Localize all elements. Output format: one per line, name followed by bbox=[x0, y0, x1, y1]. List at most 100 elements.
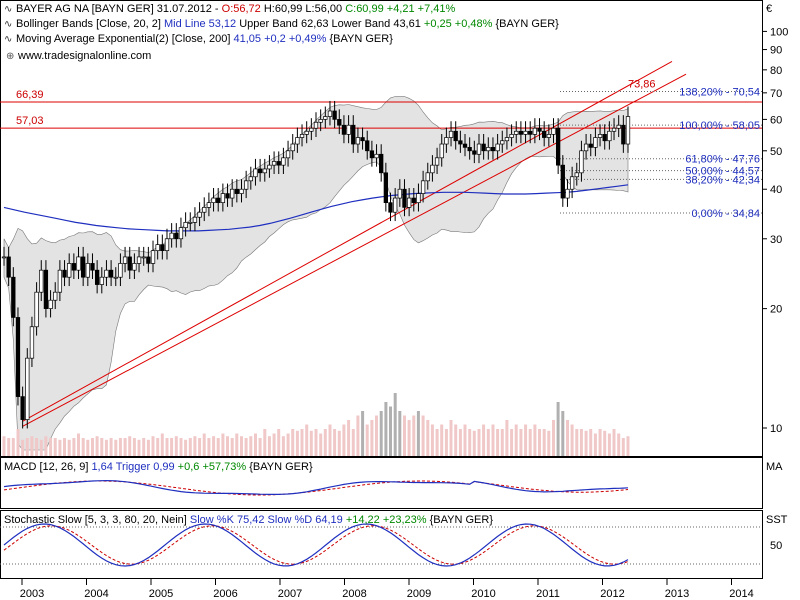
candle-body bbox=[537, 127, 542, 132]
candle-body bbox=[183, 222, 188, 229]
y-tick-label: 20 bbox=[770, 304, 782, 316]
stoch-legend: Stochastic Slow [5, 3, 3, 80, 20, Nein] … bbox=[4, 513, 493, 527]
volume-bar bbox=[16, 429, 20, 456]
candle-body bbox=[225, 193, 230, 199]
volume-bar bbox=[370, 420, 374, 456]
candle-body bbox=[523, 130, 528, 135]
candle-body bbox=[569, 176, 575, 190]
candle-body bbox=[262, 168, 267, 174]
candle-body bbox=[53, 291, 58, 301]
candle bbox=[411, 188, 416, 212]
candle bbox=[122, 246, 128, 273]
candle bbox=[546, 124, 551, 147]
macd-line bbox=[3, 479, 629, 495]
candle bbox=[299, 124, 305, 147]
candle bbox=[374, 144, 379, 167]
candle bbox=[574, 162, 579, 186]
volume-bar bbox=[104, 439, 108, 456]
volume-bar bbox=[91, 438, 94, 456]
candle-body bbox=[332, 110, 337, 120]
candle-body bbox=[94, 269, 100, 285]
volume-bar bbox=[2, 436, 6, 456]
ema-tail: {BAYN GER} bbox=[326, 33, 393, 45]
volume-bar bbox=[440, 424, 444, 456]
volume-bar bbox=[188, 438, 192, 456]
candle bbox=[262, 158, 267, 182]
volume-bar bbox=[505, 420, 509, 456]
candle-body bbox=[25, 357, 30, 420]
candle-body bbox=[360, 137, 365, 142]
volume-bar bbox=[463, 424, 467, 456]
candle-body bbox=[67, 263, 72, 278]
volume-bar bbox=[361, 411, 365, 456]
y-tick-label: 50 bbox=[770, 146, 782, 158]
volume-bar bbox=[165, 438, 169, 456]
volume-bar bbox=[184, 439, 188, 456]
candle bbox=[216, 188, 221, 212]
macd-trigger: Trigger 0,99 bbox=[112, 461, 175, 473]
candle bbox=[34, 282, 39, 336]
bollinger-mid: Mid Line 53,12 bbox=[163, 18, 237, 30]
candle bbox=[551, 118, 556, 144]
volume-bar bbox=[579, 429, 583, 456]
fib-level-label: 100,00% - 58,05 bbox=[679, 120, 760, 132]
candle bbox=[602, 124, 607, 150]
candle bbox=[76, 246, 81, 280]
volume-bar bbox=[486, 429, 490, 456]
volume-bar bbox=[300, 429, 304, 456]
candle-body bbox=[462, 143, 468, 148]
candle-body bbox=[323, 116, 328, 120]
bollinger-change: +0,25 +0,48% bbox=[423, 18, 493, 30]
volume-bar bbox=[160, 433, 164, 456]
candle bbox=[206, 192, 212, 217]
volume-bar bbox=[44, 436, 48, 456]
candle bbox=[625, 106, 631, 153]
candle bbox=[118, 253, 123, 287]
candle-body bbox=[216, 197, 221, 204]
candle bbox=[160, 234, 165, 260]
volume-bar bbox=[240, 436, 243, 456]
volume-bar bbox=[179, 438, 183, 456]
candle bbox=[20, 386, 25, 429]
volume-bar bbox=[207, 438, 211, 456]
price-legend: ∿ BAYER AG NA [BAYN GER] 31.07.2012 - O:5… bbox=[4, 2, 455, 17]
volume-bar bbox=[570, 424, 574, 456]
candle-body bbox=[99, 276, 104, 285]
candle-body bbox=[202, 207, 207, 213]
candle bbox=[113, 267, 118, 287]
volume-bar bbox=[575, 429, 579, 456]
watermark: ⊕ www.tradesignalonline.com bbox=[6, 50, 151, 62]
volume-bar bbox=[319, 433, 323, 456]
y-tick-label: 70 bbox=[770, 88, 782, 100]
candle-body bbox=[351, 124, 356, 145]
candle bbox=[127, 246, 132, 280]
candle-body bbox=[379, 153, 384, 174]
stoch-tick-label: 50 bbox=[770, 540, 782, 552]
volume-bar bbox=[30, 436, 34, 456]
candle bbox=[542, 121, 547, 147]
candle-body bbox=[500, 140, 505, 145]
volume-bar bbox=[146, 439, 150, 456]
x-tick-label: 2012 bbox=[600, 588, 624, 600]
candle-body bbox=[150, 250, 156, 264]
candle bbox=[509, 124, 514, 147]
volume-bar bbox=[444, 429, 448, 456]
candle bbox=[416, 183, 421, 212]
candle bbox=[379, 144, 384, 182]
candle bbox=[174, 223, 179, 248]
volume-bar bbox=[267, 436, 271, 456]
volume-bar bbox=[272, 433, 276, 456]
macd-axis-label: MA bbox=[766, 461, 783, 473]
volume-bar bbox=[347, 420, 351, 456]
candle bbox=[1, 246, 7, 266]
candle-body bbox=[48, 299, 53, 309]
candle-body bbox=[346, 124, 351, 135]
volume-bar bbox=[49, 438, 53, 456]
volume-bar bbox=[337, 430, 341, 456]
candle bbox=[439, 134, 444, 167]
volume-bar bbox=[235, 433, 239, 456]
candle bbox=[285, 140, 291, 167]
volume-bar bbox=[524, 424, 528, 456]
candle-body bbox=[607, 130, 612, 142]
